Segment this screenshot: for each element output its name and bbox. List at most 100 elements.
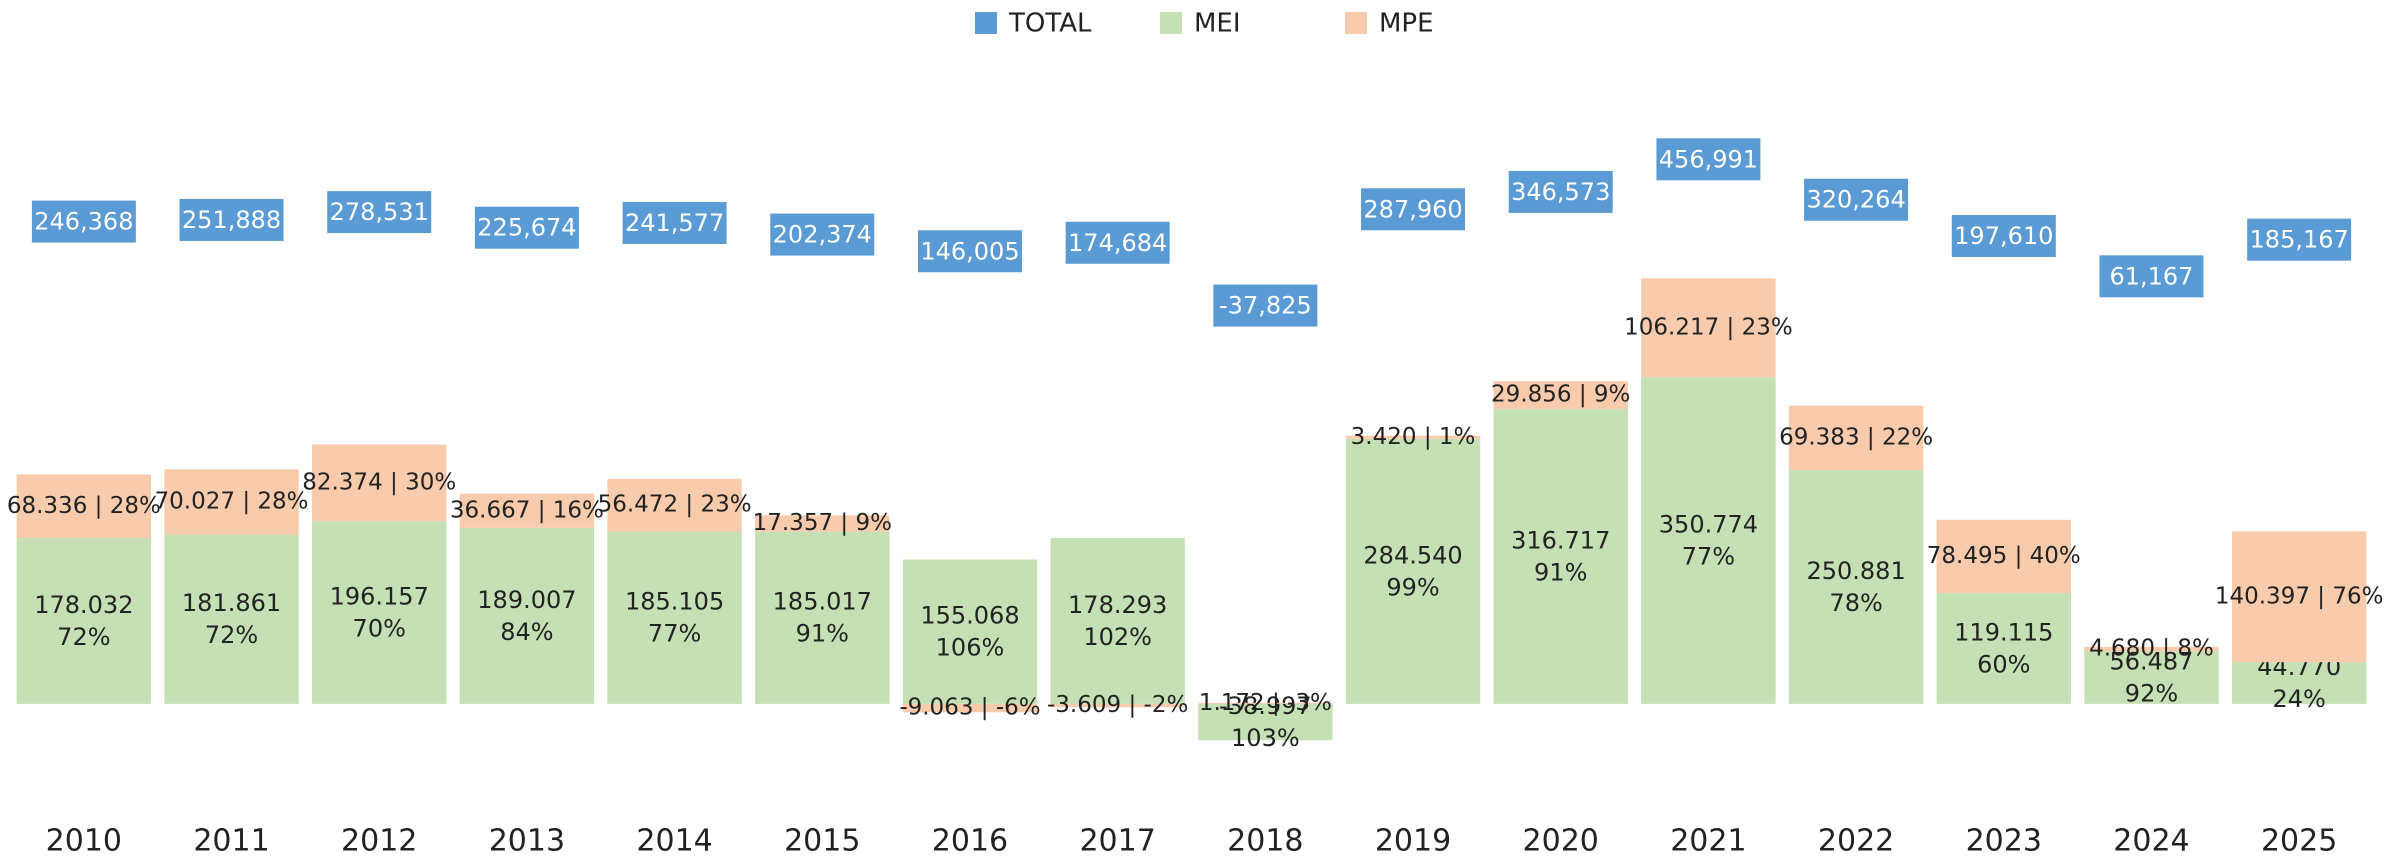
bar-segment <box>755 515 890 532</box>
x-tick-label: 2015 <box>784 824 860 857</box>
total-label: 197,610 <box>1954 222 2053 250</box>
data-label: 106% <box>936 634 1005 662</box>
total-box <box>917 230 1022 273</box>
bar-segment <box>1936 592 2071 704</box>
data-label: 69.383 | 22% <box>1779 424 1933 450</box>
x-tick-label: 2019 <box>1375 824 1451 857</box>
data-label: 91% <box>796 620 849 648</box>
bar-segment <box>1493 381 1628 409</box>
legend-label: TOTAL <box>1008 9 1092 39</box>
data-label: 82.374 | 30% <box>302 469 456 495</box>
total-label-group: 456,991 <box>1656 138 1761 181</box>
data-label: 70.027 | 28% <box>155 488 309 514</box>
x-tick-label: 2016 <box>932 824 1008 857</box>
data-label: 106.217 | 23% <box>1624 314 1793 340</box>
bar-segment <box>2084 651 2219 704</box>
data-label: 140.397 | 76% <box>2215 583 2384 609</box>
data-label: -38.997 <box>1219 692 1312 720</box>
total-box <box>31 200 136 243</box>
bar-segment <box>16 474 152 539</box>
data-label: 103% <box>1231 724 1300 752</box>
bar-segment <box>2084 646 2219 652</box>
bar-segment <box>902 703 1038 713</box>
data-label: -9.063 | -6% <box>899 695 1040 721</box>
data-label: 185.105 <box>625 588 724 616</box>
total-label-group: 146,005 <box>917 230 1022 273</box>
data-label: 56.472 | 23% <box>598 492 752 518</box>
total-label: 287,960 <box>1363 195 1462 223</box>
x-tick-label: 2023 <box>1966 824 2042 857</box>
legend-label: MEI <box>1194 9 1241 39</box>
x-tick-label: 2012 <box>341 824 417 857</box>
total-label: 246,368 <box>34 208 133 236</box>
total-label: 278,531 <box>330 198 429 226</box>
data-label: 3.420 | 1% <box>1351 424 1476 450</box>
data-label: 77% <box>1682 543 1735 571</box>
data-label: 155.068 <box>920 602 1019 630</box>
data-label: 72% <box>57 623 110 651</box>
bar-segment <box>459 527 595 704</box>
legend-swatch <box>975 12 997 34</box>
bar-segment <box>755 531 890 704</box>
bar-segment <box>1198 702 1333 704</box>
x-tick-label: 2011 <box>193 824 269 857</box>
bar-segment <box>459 493 595 528</box>
bar-segment <box>1788 470 1924 704</box>
x-tick-label: 2010 <box>46 824 122 857</box>
total-box <box>1656 138 1761 181</box>
total-label-group: 174,684 <box>1065 221 1170 264</box>
total-label: 146,005 <box>920 237 1019 265</box>
data-label: 4.680 | 8% <box>2089 636 2214 662</box>
data-label: 24% <box>2272 685 2325 713</box>
bar-segment <box>1345 435 1481 439</box>
total-box <box>1951 215 2056 258</box>
total-box <box>770 213 875 256</box>
total-label: 346,573 <box>1511 178 1610 206</box>
x-tick-label: 2017 <box>1079 824 1155 857</box>
data-label: 250.881 <box>1806 557 1905 585</box>
total-box <box>1065 221 1170 264</box>
data-label: 189.007 <box>477 586 576 614</box>
total-label-group: 320,264 <box>1804 178 1909 221</box>
bar-segment <box>164 534 299 704</box>
data-label: 1.172 | -3% <box>1199 690 1332 716</box>
total-label: 174,684 <box>1068 229 1167 257</box>
bar-segment <box>1936 519 2071 593</box>
total-label-group: 185,167 <box>2247 218 2352 261</box>
total-label-group: 197,610 <box>1951 215 2056 258</box>
data-label: 84% <box>500 618 553 646</box>
total-box <box>1508 170 1613 213</box>
bar-segment <box>1050 703 1185 708</box>
bar-segment <box>1198 703 1333 741</box>
bar-segment <box>164 469 299 535</box>
data-label: 36.667 | 16% <box>450 497 604 523</box>
data-label: 185.017 <box>773 588 872 616</box>
total-label-group: 202,374 <box>770 213 875 256</box>
x-tick-label: 2018 <box>1227 824 1303 857</box>
legend-swatch <box>1160 12 1182 34</box>
legend-swatch <box>1345 12 1367 34</box>
total-label-group: 287,960 <box>1361 188 1466 231</box>
bar-segment <box>1641 377 1776 704</box>
bar-segment <box>902 559 1038 704</box>
data-label: 56.487 <box>2109 648 2193 676</box>
total-label-group: 241,577 <box>622 202 727 245</box>
data-label: 68.336 | 28% <box>7 493 161 519</box>
total-box <box>474 206 579 249</box>
bar-segment <box>312 521 447 704</box>
data-label: 99% <box>1386 573 1439 601</box>
data-label: 17.357 | 9% <box>753 510 892 536</box>
total-box <box>2099 255 2204 298</box>
total-box <box>327 191 432 234</box>
data-label: 178.032 <box>34 591 133 619</box>
legend-label: MPE <box>1379 9 1434 39</box>
bar-segment <box>607 478 742 532</box>
data-label: 70% <box>353 615 406 643</box>
total-box <box>622 202 727 245</box>
total-label-group: 251,888 <box>179 198 284 241</box>
x-tick-label: 2021 <box>1670 824 1746 857</box>
total-label: 320,264 <box>1806 186 1905 214</box>
data-label: 77% <box>648 620 701 648</box>
bar-segment <box>1493 408 1628 704</box>
